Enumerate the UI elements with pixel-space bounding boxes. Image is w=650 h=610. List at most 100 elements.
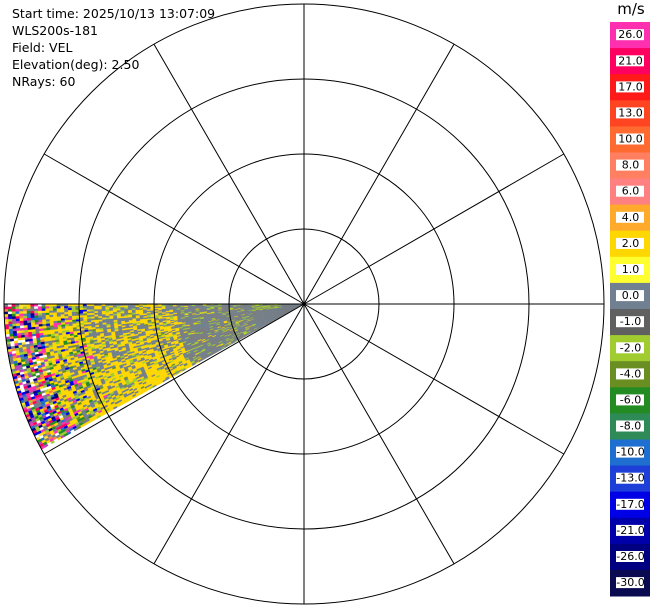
velocity-gate	[127, 311, 132, 314]
velocity-gate	[12, 325, 17, 329]
velocity-gate	[4, 316, 9, 320]
velocity-gate	[68, 319, 73, 323]
velocity-gate	[23, 324, 28, 328]
velocity-gate	[11, 308, 16, 312]
velocity-gate	[37, 308, 42, 311]
velocity-gate	[26, 315, 31, 319]
velocity-gate	[11, 316, 16, 319]
velocity-gate	[56, 312, 61, 315]
velocity-gate	[26, 310, 31, 314]
velocity-gate	[120, 305, 125, 308]
velocity-gate	[71, 305, 76, 309]
velocity-gate	[37, 310, 42, 314]
velocity-gate	[34, 312, 39, 316]
velocity-gate	[116, 308, 121, 311]
velocity-gate	[75, 311, 80, 314]
velocity-gate	[60, 309, 65, 313]
velocity-gate	[60, 320, 65, 323]
velocity-gate	[45, 310, 50, 313]
velocity-gate	[12, 323, 17, 327]
velocity-gate	[30, 308, 35, 312]
velocity-gate	[26, 320, 32, 323]
velocity-gate	[135, 305, 140, 307]
velocity-gate	[27, 331, 33, 335]
velocity-gate	[19, 320, 24, 324]
velocity-gate	[127, 305, 132, 308]
info-panel: Start time: 2025/10/13 13:07:09 WLS200s-…	[12, 5, 215, 90]
velocity-gate	[23, 320, 28, 324]
velocity-gate	[30, 315, 35, 318]
velocity-gate	[97, 307, 102, 310]
velocity-gate	[78, 309, 84, 312]
velocity-gate	[19, 325, 24, 329]
velocity-gate	[161, 305, 166, 307]
velocity-gate	[90, 312, 95, 315]
velocity-gate	[60, 307, 65, 311]
field-label: Field: VEL	[12, 40, 73, 55]
velocity-gate	[45, 312, 50, 316]
velocity-gate	[8, 323, 13, 327]
velocity-gate	[18, 306, 23, 309]
velocity-gate	[127, 309, 132, 312]
velocity-gate	[101, 313, 106, 317]
velocity-gate	[93, 310, 99, 314]
velocity-gate	[49, 314, 54, 318]
velocity-gate	[112, 308, 117, 311]
velocity-gate	[120, 309, 125, 312]
velocity-gate	[157, 305, 162, 307]
azimuth-spoke	[303, 43, 455, 305]
velocity-gate	[26, 313, 31, 316]
velocity-gate	[150, 305, 155, 307]
velocity-gate	[19, 315, 24, 319]
velocity-gate	[19, 318, 24, 321]
velocity-gate	[90, 305, 95, 308]
velocity-gate	[105, 307, 110, 310]
velocity-gate	[120, 311, 125, 314]
velocity-gate	[120, 306, 125, 309]
velocity-gate	[75, 309, 80, 312]
velocity-gate	[82, 305, 87, 308]
velocity-gate	[16, 327, 21, 331]
velocity-gate	[93, 305, 98, 308]
velocity-gate	[56, 305, 61, 309]
velocity-gate	[11, 306, 16, 310]
velocity-gate	[37, 317, 43, 320]
velocity-gate	[67, 311, 72, 315]
velocity-gate	[33, 308, 38, 311]
velocity-gate	[64, 315, 69, 319]
velocity-gate	[41, 308, 46, 311]
colorbar-unit-label: m/s	[617, 0, 645, 18]
velocity-gate	[15, 323, 20, 327]
polar-grid	[3, 3, 605, 605]
velocity-gate	[48, 310, 54, 313]
velocity-gate	[38, 319, 43, 323]
velocity-gate	[172, 304, 177, 307]
velocity-gate	[180, 304, 185, 307]
velocity-gate	[67, 309, 72, 313]
velocity-gate	[48, 308, 53, 311]
velocity-gate	[97, 305, 102, 308]
velocity-gate	[168, 304, 173, 307]
velocity-gate	[49, 322, 54, 326]
velocity-gate	[22, 313, 27, 317]
velocity-gate	[60, 311, 65, 315]
velocity-gate	[26, 306, 31, 309]
velocity-gate	[7, 311, 12, 315]
velocity-gate	[127, 306, 132, 309]
velocity-gate	[34, 319, 39, 323]
velocity-gate	[105, 308, 110, 311]
velocity-sector	[3, 303, 305, 450]
velocity-gate	[60, 318, 65, 321]
velocity-gate	[165, 306, 170, 308]
velocity-gate	[7, 306, 12, 310]
velocity-gate	[78, 305, 83, 308]
velocity-gate	[45, 306, 50, 309]
velocity-gate	[138, 305, 143, 307]
velocity-gate	[12, 330, 17, 334]
velocity-gate	[8, 326, 13, 330]
velocity-gate	[86, 307, 91, 310]
velocity-gate	[7, 318, 13, 322]
velocity-gate	[63, 305, 68, 309]
velocity-gate	[116, 310, 121, 313]
velocity-gate	[108, 305, 113, 308]
